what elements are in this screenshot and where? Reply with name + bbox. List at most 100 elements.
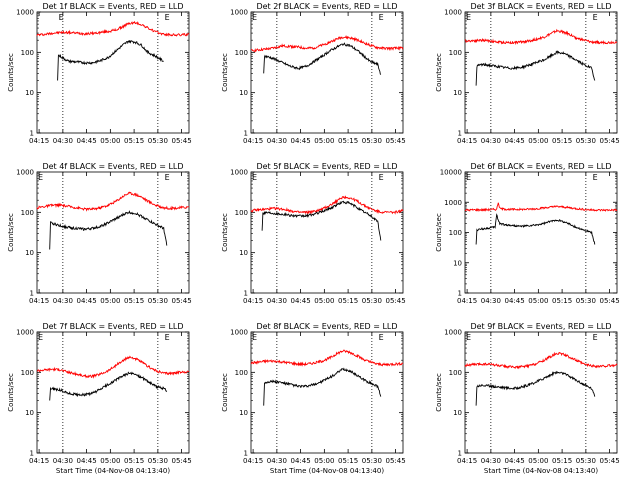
x-tick-label: 05:00 bbox=[314, 297, 334, 305]
y-tick-label: 1000 bbox=[16, 329, 34, 337]
x-tick-label: 05:45 bbox=[172, 137, 192, 145]
series-line-events bbox=[475, 370, 596, 406]
event-marker: E bbox=[165, 333, 170, 342]
y-tick-label: 1000 bbox=[230, 9, 248, 17]
x-tick-label: 05:45 bbox=[600, 297, 620, 305]
y-tick-label: 1000 bbox=[230, 169, 248, 177]
plot-frame bbox=[250, 11, 404, 134]
x-tick-label: 04:45 bbox=[77, 297, 97, 305]
y-tick-label: 1 bbox=[30, 450, 34, 458]
y-tick-label: 10 bbox=[453, 89, 462, 97]
y-tick-label: 1 bbox=[244, 130, 248, 138]
x-tick-label: 05:45 bbox=[386, 137, 406, 145]
x-tick-label: 04:45 bbox=[291, 137, 311, 145]
x-tick-label: 05:00 bbox=[100, 457, 120, 465]
x-tick-label: 05:45 bbox=[172, 297, 192, 305]
y-tick-label: 100 bbox=[235, 49, 248, 57]
x-tick-label: 04:30 bbox=[53, 457, 73, 465]
y-tick-label: 1000 bbox=[444, 9, 462, 17]
x-tick-label: 04:15 bbox=[29, 137, 49, 145]
plot-frame bbox=[250, 171, 404, 294]
y-tick-label: 1 bbox=[458, 290, 462, 298]
series-line-events bbox=[263, 42, 382, 75]
plot-frame bbox=[464, 331, 618, 454]
y-tick-label: 1000 bbox=[16, 9, 34, 17]
x-tick-label: 05:00 bbox=[528, 297, 548, 305]
x-tick-label: 05:30 bbox=[362, 457, 382, 465]
event-marker: E bbox=[252, 173, 257, 182]
y-tick-label: 100 bbox=[235, 209, 248, 217]
x-tick-label: 05:15 bbox=[552, 137, 572, 145]
x-tick-label: 05:45 bbox=[386, 457, 406, 465]
chart-panel-7: Det 7f BLACK = Events, RED = LLD 1 10 100 10… bbox=[7, 322, 192, 475]
series-line-events bbox=[475, 213, 596, 245]
chart-title: Det 3f BLACK = Events, RED = LLD bbox=[470, 2, 611, 11]
y-axis-label: Counts/sec bbox=[435, 373, 443, 412]
y-tick-label: 1000 bbox=[444, 329, 462, 337]
x-tick-label: 05:30 bbox=[362, 137, 382, 145]
series-line-lld bbox=[250, 34, 404, 53]
y-axis-label: Counts/sec bbox=[221, 53, 229, 92]
x-axis-label: Start Time (04-Nov-08 04:13:40) bbox=[270, 467, 384, 475]
series-line-lld bbox=[36, 20, 190, 37]
event-marker: E bbox=[593, 173, 598, 182]
x-tick-label: 04:30 bbox=[53, 297, 73, 305]
x-axis-label: Start Time (04-Nov-08 04:13:40) bbox=[484, 467, 598, 475]
event-marker: E bbox=[252, 333, 257, 342]
x-tick-label: 04:15 bbox=[29, 297, 49, 305]
x-tick-label: 05:45 bbox=[172, 457, 192, 465]
y-tick-label: 1000 bbox=[230, 329, 248, 337]
x-tick-label: 05:15 bbox=[338, 297, 358, 305]
series-line-lld bbox=[36, 355, 190, 379]
chart-title: Det 4f BLACK = Events, RED = LLD bbox=[42, 162, 183, 171]
x-tick-label: 05:45 bbox=[386, 297, 406, 305]
y-tick-label: 10 bbox=[453, 259, 462, 267]
chart-panel-2: Det 2f BLACK = Events, RED = LLD 1 10 100 10… bbox=[221, 2, 406, 145]
x-tick-label: 05:00 bbox=[314, 457, 334, 465]
y-tick-label: 100 bbox=[21, 369, 34, 377]
y-tick-label: 1 bbox=[458, 450, 462, 458]
chart-panel-6: Det 6f BLACK = Events, RED = LLD 1 10 100 10… bbox=[435, 162, 620, 305]
x-tick-label: 05:00 bbox=[314, 137, 334, 145]
event-marker: E bbox=[252, 13, 257, 22]
x-tick-label: 04:45 bbox=[505, 137, 525, 145]
series-line-lld bbox=[464, 351, 618, 370]
x-tick-label: 05:30 bbox=[362, 297, 382, 305]
event-marker: E bbox=[379, 173, 384, 182]
x-tick-label: 05:15 bbox=[124, 457, 144, 465]
y-tick-label: 10 bbox=[25, 409, 34, 417]
x-tick-label: 05:45 bbox=[600, 137, 620, 145]
x-tick-label: 05:15 bbox=[338, 457, 358, 465]
chart-title: Det 8f BLACK = Events, RED = LLD bbox=[256, 322, 397, 331]
y-tick-label: 10 bbox=[239, 409, 248, 417]
x-tick-label: 05:30 bbox=[576, 297, 596, 305]
x-tick-label: 05:45 bbox=[600, 457, 620, 465]
y-axis-label: Counts/sec bbox=[7, 373, 15, 412]
y-tick-label: 10 bbox=[239, 249, 248, 257]
event-marker: E bbox=[59, 13, 64, 22]
event-marker: E bbox=[165, 173, 170, 182]
series-line-lld bbox=[250, 195, 404, 215]
series-line-events bbox=[49, 371, 168, 401]
x-tick-label: 04:45 bbox=[291, 457, 311, 465]
x-tick-label: 05:15 bbox=[552, 457, 572, 465]
chart-title: Det 7f BLACK = Events, RED = LLD bbox=[42, 322, 183, 331]
x-tick-label: 04:30 bbox=[267, 137, 287, 145]
y-tick-label: 1000 bbox=[444, 199, 462, 207]
x-tick-label: 05:30 bbox=[148, 297, 168, 305]
y-tick-label: 10 bbox=[25, 249, 34, 257]
x-tick-label: 05:30 bbox=[148, 137, 168, 145]
event-marker: E bbox=[466, 173, 471, 182]
y-tick-label: 100 bbox=[21, 49, 34, 57]
plot-frame bbox=[36, 171, 190, 294]
chart-panel-8: Det 8f BLACK = Events, RED = LLD 1 10 100 10… bbox=[221, 322, 406, 475]
chart-panel-9: Det 9f BLACK = Events, RED = LLD 1 10 100 10… bbox=[435, 322, 620, 475]
chart-title: Det 1f BLACK = Events, RED = LLD bbox=[42, 2, 183, 11]
x-tick-label: 04:30 bbox=[267, 297, 287, 305]
series-line-lld bbox=[36, 191, 190, 212]
x-axis-label: Start Time (04-Nov-08 04:13:40) bbox=[56, 467, 170, 475]
x-tick-label: 04:15 bbox=[457, 137, 477, 145]
y-tick-label: 1 bbox=[458, 130, 462, 138]
chart-title: Det 9f BLACK = Events, RED = LLD bbox=[470, 322, 611, 331]
series-line-events bbox=[263, 367, 382, 406]
